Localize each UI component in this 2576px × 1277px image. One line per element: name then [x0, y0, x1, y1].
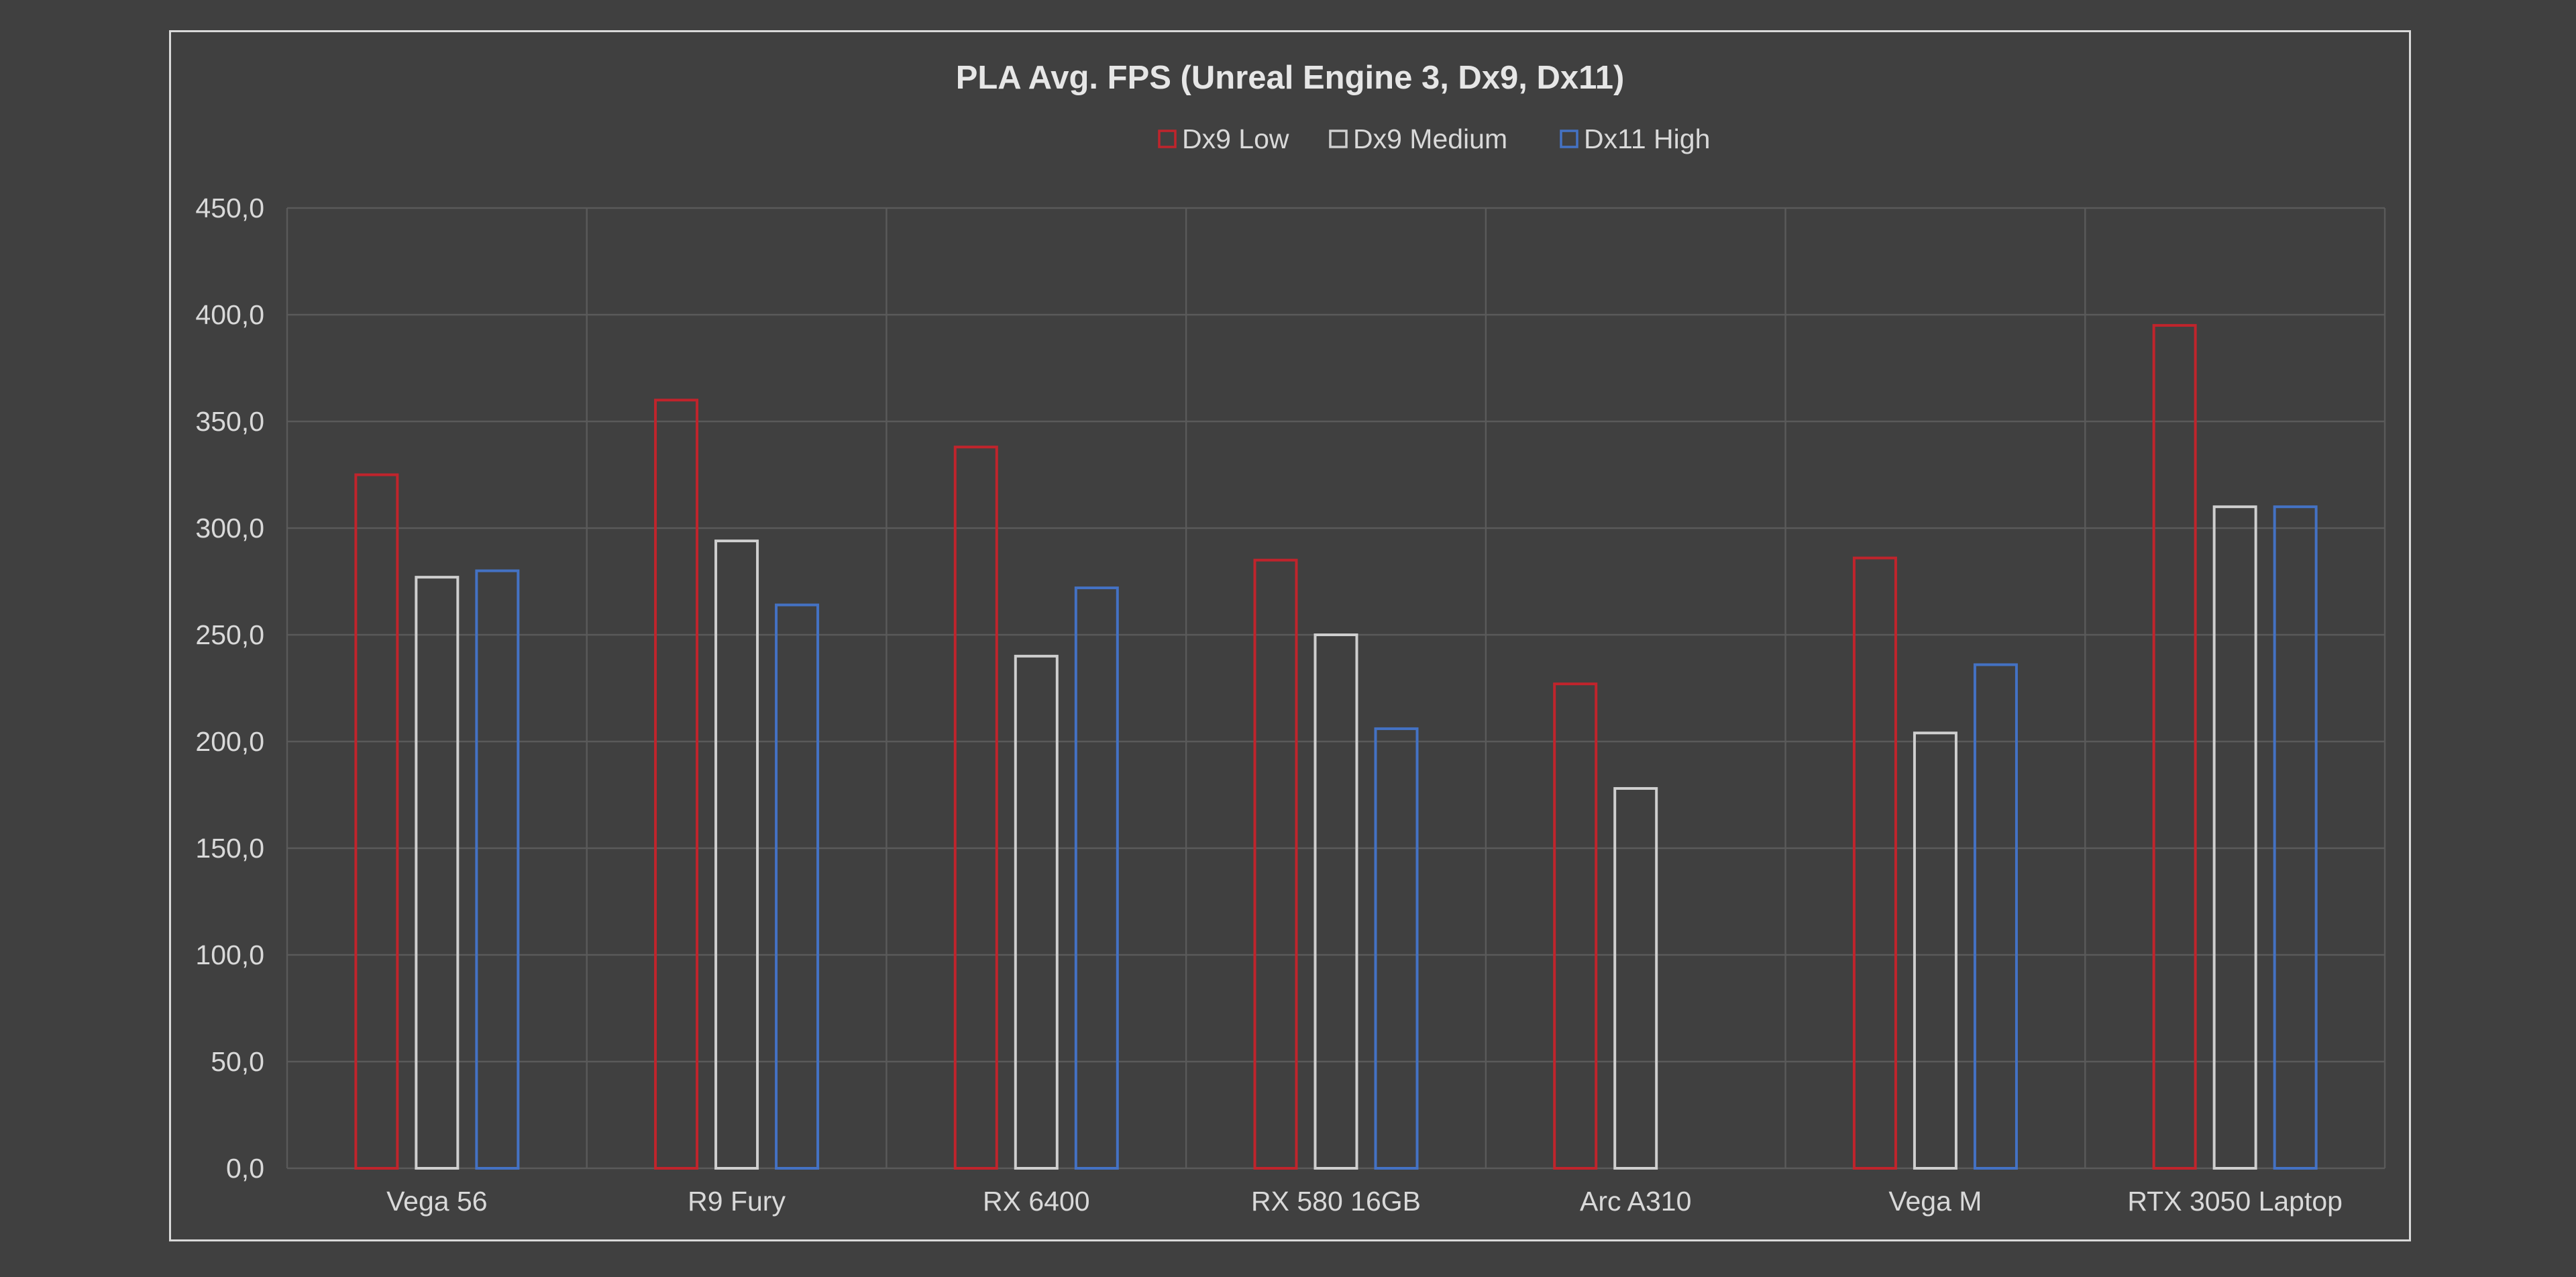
legend-swatch	[1329, 130, 1348, 148]
bar	[475, 569, 520, 1170]
bar	[1313, 633, 1358, 1170]
bar	[1553, 682, 1598, 1170]
y-tick-label: 400,0	[195, 299, 264, 330]
bar	[415, 576, 460, 1170]
chart: PLA Avg. FPS (Unreal Engine 3, Dx9, Dx11…	[195, 60, 2386, 1217]
x-tick-label: RTX 3050 Laptop	[2127, 1186, 2343, 1217]
legend-label: Dx9 Medium	[1353, 123, 1507, 154]
bar	[1973, 663, 2018, 1170]
x-tick-label: RX 6400	[983, 1186, 1090, 1217]
gridlines	[286, 207, 2386, 1170]
bar	[1852, 556, 1897, 1170]
bar	[953, 446, 998, 1170]
y-tick-label: 50,0	[211, 1046, 264, 1077]
y-axis: 0,0 50,0 100,0 150,0 200,0 250,0 300,0 350,0 400…	[195, 193, 264, 1184]
y-tick-label: 350,0	[195, 406, 264, 437]
bar	[2152, 323, 2197, 1170]
y-tick-label: 150,0	[195, 833, 264, 864]
y-tick-label: 100,0	[195, 939, 264, 970]
y-tick-label: 450,0	[195, 193, 264, 223]
bar	[1014, 654, 1059, 1170]
y-tick-label: 0,0	[226, 1153, 264, 1184]
bars	[354, 323, 2318, 1170]
x-tick-label: Arc A310	[1580, 1186, 1691, 1217]
x-axis: Vega 56 R9 Fury RX 6400 RX 580 16GB Arc A310…	[386, 1186, 2343, 1217]
bar	[354, 473, 399, 1170]
y-tick-label: 300,0	[195, 513, 264, 544]
chart-title: PLA Avg. FPS (Unreal Engine 3, Dx9, Dx11…	[956, 60, 1625, 96]
bar	[2212, 505, 2257, 1170]
bar	[1913, 731, 1957, 1170]
x-tick-label: Vega 56	[386, 1186, 488, 1217]
legend-item: Dx11 High	[1560, 123, 1710, 154]
legend: Dx9 Low Dx9 Medium Dx11 High	[1158, 123, 1710, 154]
legend-label: Dx11 High	[1584, 123, 1710, 154]
bar	[1613, 786, 1658, 1170]
legend-swatch	[1560, 130, 1578, 148]
bar	[654, 399, 699, 1170]
x-tick-label: Vega M	[1888, 1186, 1982, 1217]
legend-swatch	[1158, 130, 1177, 148]
y-tick-label: 250,0	[195, 619, 264, 650]
x-tick-label: R9 Fury	[688, 1186, 786, 1217]
bar	[1253, 558, 1298, 1170]
legend-item: Dx9 Low	[1158, 123, 1289, 154]
chart-frame: PLA Avg. FPS (Unreal Engine 3, Dx9, Dx11…	[169, 30, 2411, 1241]
bar	[2273, 505, 2318, 1170]
legend-label: Dx9 Low	[1182, 123, 1289, 154]
bar	[1074, 586, 1119, 1170]
bar	[714, 540, 759, 1170]
y-tick-label: 200,0	[195, 726, 264, 757]
bar	[775, 603, 820, 1170]
bar	[1374, 727, 1419, 1170]
legend-item: Dx9 Medium	[1329, 123, 1507, 154]
x-tick-label: RX 580 16GB	[1251, 1186, 1421, 1217]
